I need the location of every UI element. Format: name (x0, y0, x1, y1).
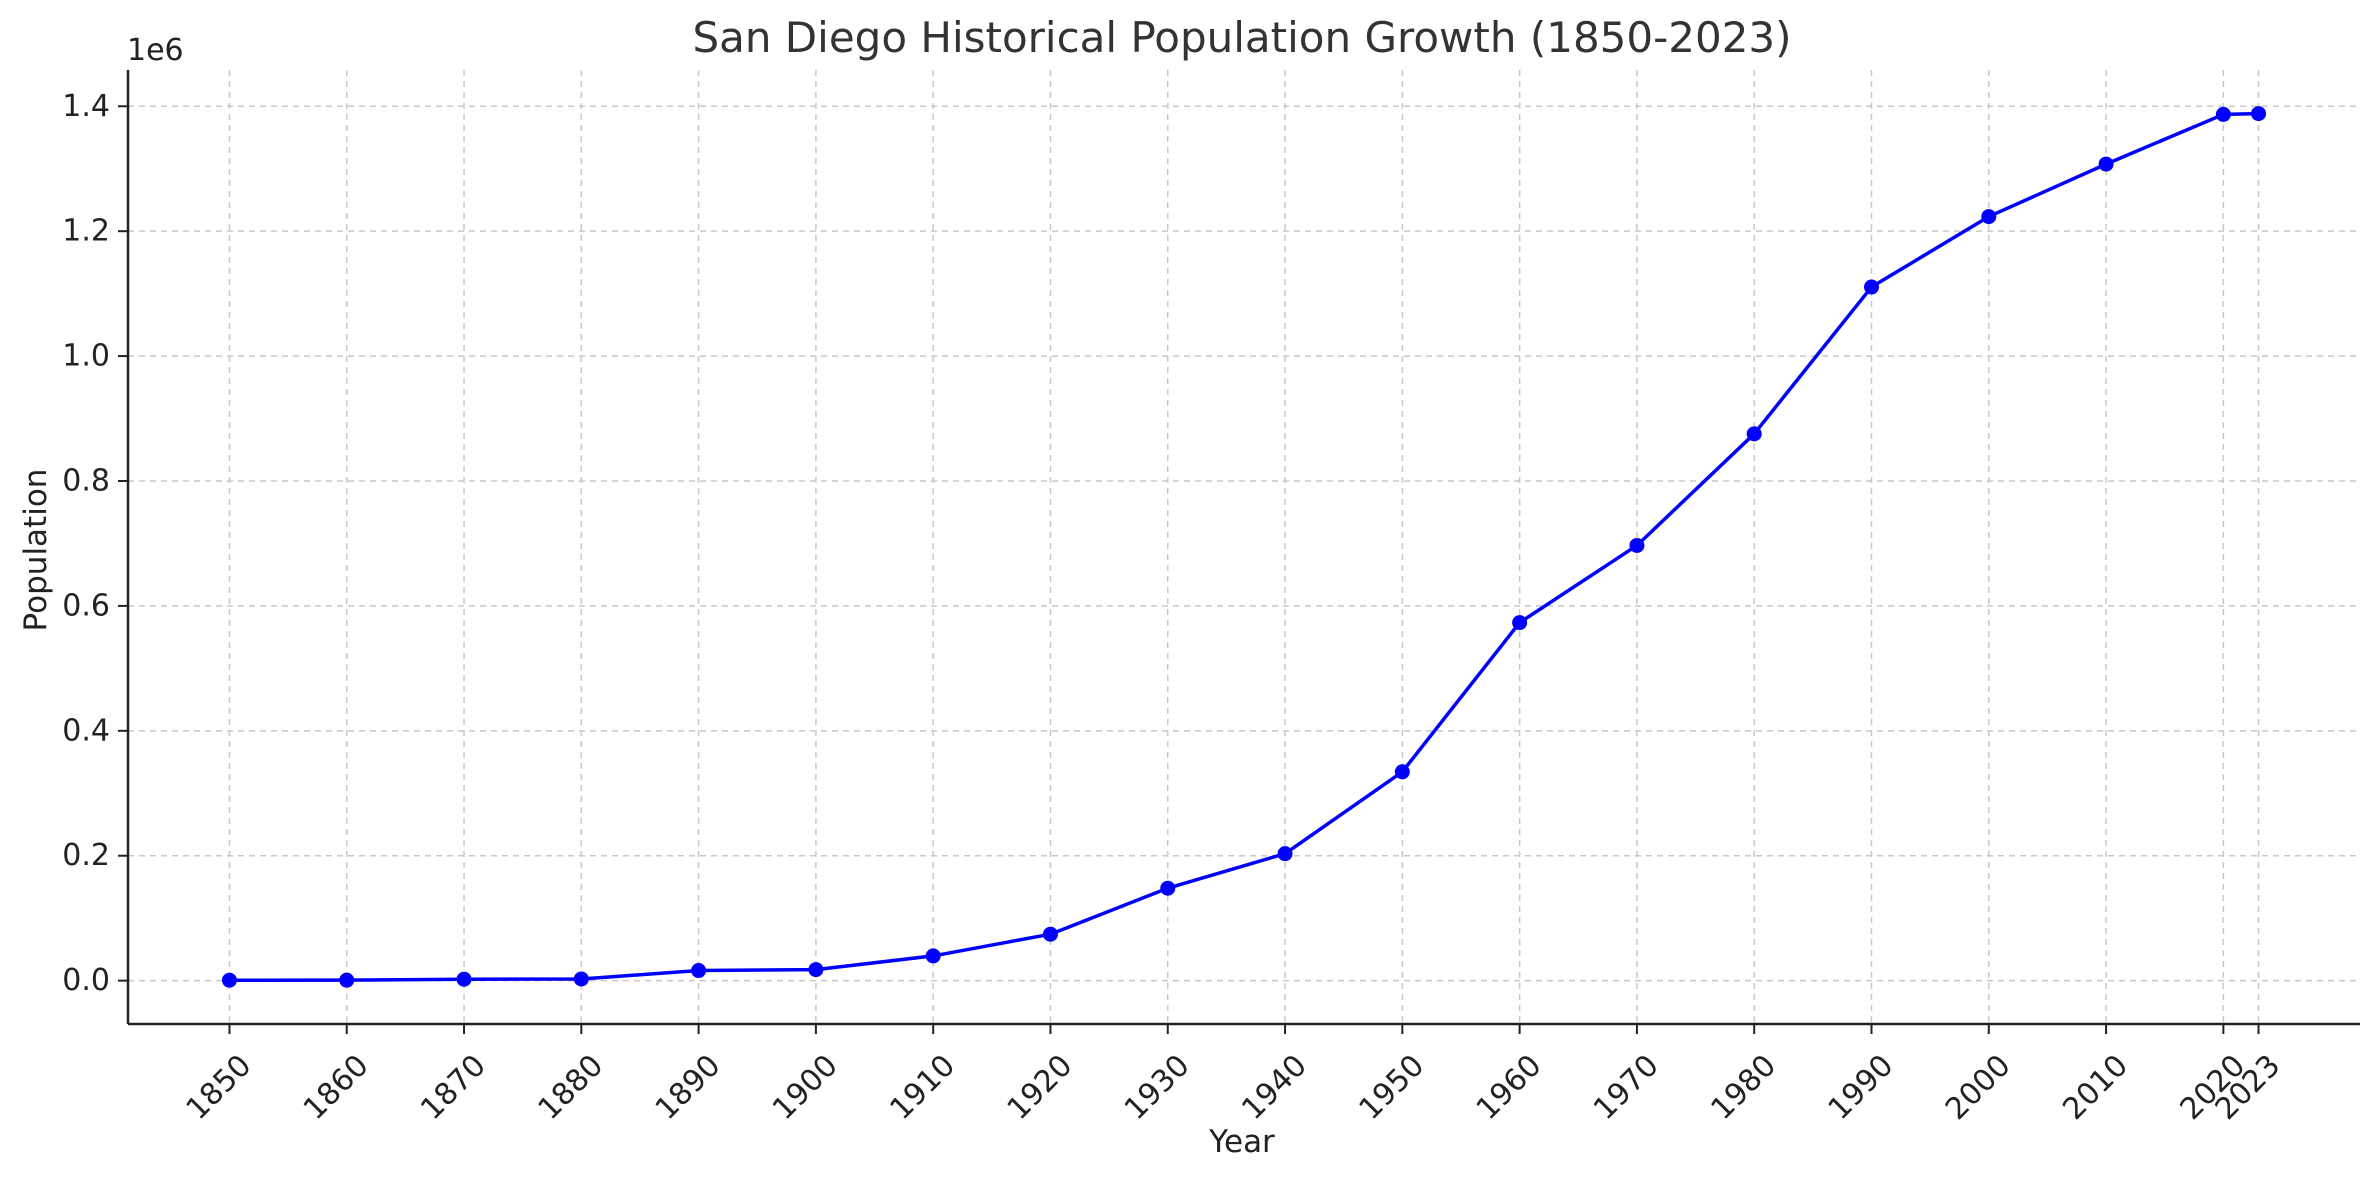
x-tick-label: 1900 (766, 1048, 845, 1127)
data-point (339, 972, 355, 988)
data-point (456, 971, 472, 987)
data-point (1981, 209, 1997, 225)
data-point (1746, 426, 1762, 442)
x-tick-label: 1920 (1001, 1048, 1080, 1127)
population-line (229, 111, 2259, 982)
x-tick-labels: 1850 1860 1870 1880 1890 1900 1910 1920 1930 1940… (180, 1048, 2288, 1127)
data-point (2215, 106, 2231, 122)
data-point (1629, 537, 1645, 553)
data-point (1512, 615, 1528, 631)
y-tick-label: 1.0 (62, 339, 110, 374)
data-point (573, 971, 589, 987)
axes (118, 70, 2360, 1034)
grid-lines (128, 70, 2360, 1024)
data-point (221, 972, 237, 988)
y-tick-label: 0.8 (62, 463, 110, 498)
data-point (1042, 926, 1058, 942)
x-tick-label: 1890 (649, 1048, 728, 1127)
y-tick-label: 0.0 (62, 963, 110, 998)
y-tick-label: 0.2 (62, 838, 110, 873)
x-tick-label: 1910 (883, 1048, 962, 1127)
data-point (925, 948, 941, 964)
x-tick-label: 2010 (2056, 1048, 2135, 1127)
chart-title: San Diego Historical Population Growth (… (692, 13, 1791, 62)
series-line (229, 111, 2259, 982)
x-tick-label: 2000 (1939, 1048, 2018, 1127)
x-tick-label: 1880 (532, 1048, 611, 1127)
y-tick-label: 0.4 (62, 713, 110, 748)
data-point (1160, 880, 1176, 896)
y-tick-label: 1.2 (62, 214, 110, 249)
x-tick-label: 1950 (1353, 1048, 1432, 1127)
x-tick-label: 1860 (297, 1048, 376, 1127)
x-tick-label: 1870 (414, 1048, 493, 1127)
data-point (1394, 764, 1410, 780)
x-tick-label: 1960 (1470, 1048, 1549, 1127)
y-axis-offset-label: 1e6 (127, 33, 184, 68)
data-point (1863, 279, 1879, 295)
data-point (2098, 156, 2114, 172)
x-tick-label: 1940 (1235, 1048, 1314, 1127)
x-axis-label: Year (1208, 1124, 1275, 1160)
data-point (1277, 846, 1293, 862)
data-point (691, 963, 707, 979)
x-tick-label: 1930 (1118, 1048, 1197, 1127)
data-point (808, 962, 824, 978)
y-tick-label: 1.4 (62, 89, 110, 124)
data-point (2251, 106, 2267, 122)
y-tick-label: 0.6 (62, 588, 110, 623)
data-points (221, 106, 2267, 988)
x-tick-label: 1980 (1704, 1048, 1783, 1127)
x-tick-label: 1970 (1587, 1048, 1666, 1127)
x-tick-label: 1850 (180, 1048, 259, 1127)
y-tick-labels: 0.0 0.2 0.4 0.6 0.8 1.0 1.2 1.4 (62, 89, 110, 998)
x-tick-label: 1990 (1822, 1048, 1901, 1127)
y-axis-label: Population (18, 469, 54, 632)
